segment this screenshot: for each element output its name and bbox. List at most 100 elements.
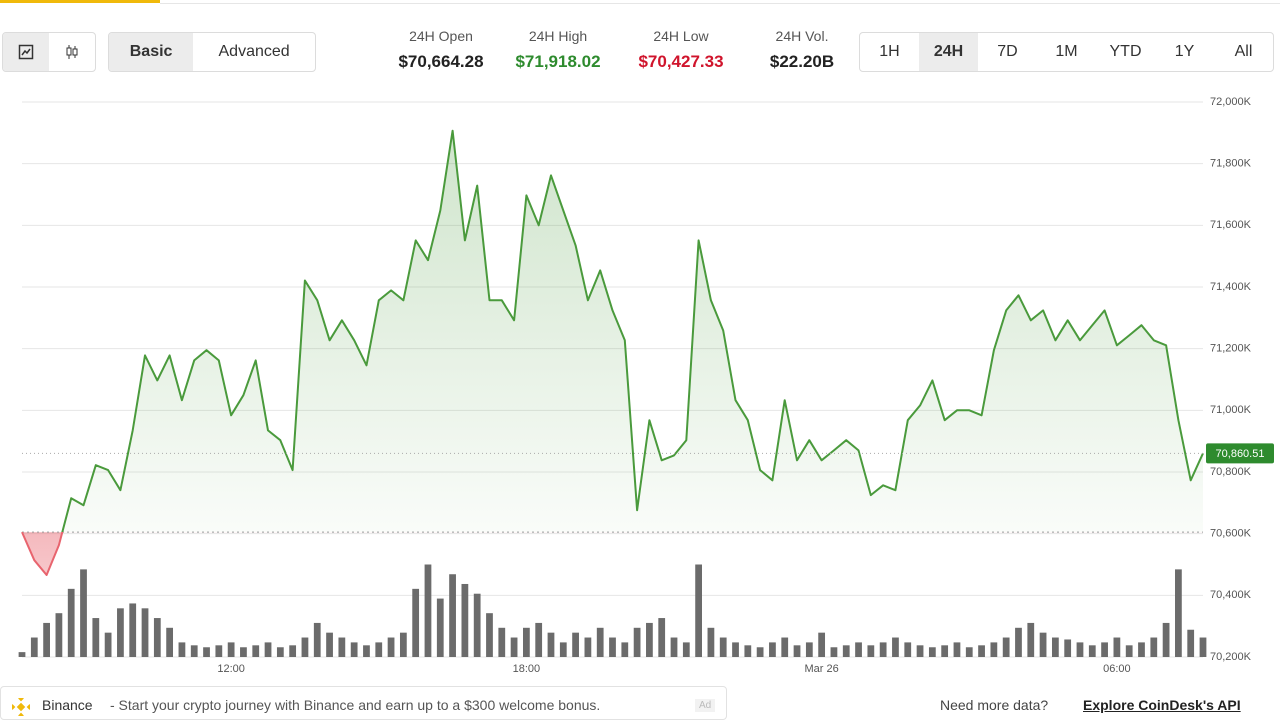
volume-bar bbox=[941, 645, 949, 657]
volume-bar bbox=[399, 632, 407, 657]
volume-bar bbox=[1113, 637, 1121, 657]
volume-bar bbox=[805, 642, 813, 657]
x-tick-label: 18:00 bbox=[513, 663, 541, 675]
volume-bar bbox=[1175, 569, 1182, 657]
x-tick-label: 12:00 bbox=[217, 663, 245, 675]
range-button[interactable]: 1M bbox=[1055, 43, 1078, 60]
volume-bar bbox=[867, 645, 875, 657]
volume-bar bbox=[633, 627, 641, 657]
volume-bar bbox=[609, 637, 616, 657]
y-tick-label: 71,800K bbox=[1210, 158, 1252, 170]
volume-bar bbox=[1187, 629, 1195, 657]
volume-bar bbox=[436, 598, 444, 657]
ad-text: - Start your crypto journey with Binance… bbox=[110, 697, 601, 713]
volume-bar bbox=[375, 642, 383, 657]
volume-bar bbox=[1064, 639, 1072, 657]
range-button[interactable]: 1Y bbox=[1174, 43, 1195, 60]
chart-type-toggle bbox=[2, 32, 96, 72]
volume-bar bbox=[769, 642, 776, 657]
x-tick-label: 06:00 bbox=[1103, 663, 1131, 675]
volume-bar bbox=[424, 564, 432, 657]
volume-bar bbox=[215, 645, 223, 657]
volume-bar bbox=[473, 593, 481, 657]
volume-bar bbox=[793, 645, 801, 657]
volume-bar bbox=[855, 642, 862, 657]
volume-bar bbox=[670, 637, 678, 657]
volume-bar bbox=[203, 647, 210, 657]
volume-bar bbox=[117, 608, 124, 657]
stat: 24H Vol. $22.20B bbox=[770, 28, 834, 72]
volume-bar bbox=[1125, 645, 1133, 657]
price-area bbox=[22, 130, 1203, 575]
last-price-label: 70,860.51 bbox=[1216, 448, 1265, 460]
y-tick-label: 70,400K bbox=[1210, 589, 1252, 601]
volume-bar bbox=[695, 564, 702, 657]
ad-badge: Ad bbox=[695, 699, 716, 712]
volume-bar bbox=[1076, 642, 1084, 657]
volume-bar bbox=[129, 603, 137, 657]
range-button[interactable]: 24H bbox=[919, 33, 978, 71]
volume-bar bbox=[1199, 637, 1207, 657]
volume-bar bbox=[264, 642, 272, 657]
volume-bar bbox=[240, 647, 247, 657]
volume-bar bbox=[498, 627, 506, 657]
volume-bar bbox=[830, 647, 838, 657]
volume-bar bbox=[141, 608, 149, 657]
volume-bar bbox=[781, 637, 789, 657]
y-tick-label: 70,800K bbox=[1210, 466, 1252, 478]
volume-bar bbox=[818, 632, 826, 657]
top-rule bbox=[160, 3, 1280, 4]
api-link[interactable]: Explore CoinDesk's API bbox=[1083, 697, 1241, 713]
stat-value: $71,918.02 bbox=[515, 52, 601, 71]
volume-bar bbox=[387, 637, 395, 657]
volume-bar bbox=[646, 622, 653, 657]
volume-bar bbox=[43, 622, 50, 657]
volume-bar bbox=[55, 613, 63, 657]
volume-bar bbox=[338, 637, 346, 657]
volume-bar bbox=[289, 645, 297, 657]
volume-bar bbox=[756, 647, 764, 657]
candle-chart-button[interactable] bbox=[49, 33, 95, 71]
volume-bar bbox=[584, 637, 592, 657]
volume-bar bbox=[928, 647, 936, 657]
volume-bar bbox=[363, 645, 370, 657]
range-button[interactable]: 7D bbox=[997, 43, 1018, 60]
volume-bar bbox=[879, 642, 887, 657]
volume-bar bbox=[523, 627, 530, 657]
x-tick-label: Mar 26 bbox=[805, 663, 839, 675]
volume-bar bbox=[510, 637, 518, 657]
y-tick-label: 71,200K bbox=[1210, 343, 1252, 355]
volume-bar bbox=[350, 642, 358, 657]
volume-bar bbox=[227, 642, 235, 657]
y-tick-label: 71,600K bbox=[1210, 219, 1252, 231]
mode-button[interactable]: Basic bbox=[109, 33, 194, 71]
volume-bar bbox=[916, 645, 924, 657]
stat: 24H Low $70,427.33 bbox=[638, 28, 723, 72]
range-button[interactable]: 1H bbox=[879, 43, 900, 60]
volume-bar bbox=[978, 645, 985, 657]
volume-bar bbox=[178, 642, 186, 657]
range-button[interactable]: All bbox=[1234, 43, 1253, 60]
volume-bar bbox=[104, 632, 112, 657]
volume-bar bbox=[486, 613, 493, 657]
volume-bar bbox=[301, 637, 309, 657]
stat-label: 24H Open bbox=[409, 28, 473, 44]
candle-icon bbox=[66, 45, 78, 59]
volume-bar bbox=[1002, 637, 1010, 657]
y-tick-label: 71,400K bbox=[1210, 281, 1252, 293]
volume-bar bbox=[313, 622, 321, 657]
range-button[interactable]: YTD bbox=[1109, 43, 1142, 60]
progress-bar bbox=[0, 0, 160, 3]
volume-bar bbox=[1015, 627, 1022, 657]
y-tick-label: 72,000K bbox=[1210, 96, 1252, 108]
volume-bar bbox=[153, 618, 161, 657]
volume-bar bbox=[166, 627, 174, 657]
volume-bar bbox=[596, 627, 604, 657]
y-tick-label: 70,600K bbox=[1210, 528, 1252, 540]
mode-button[interactable]: Advanced bbox=[218, 43, 290, 60]
line-chart-button[interactable] bbox=[3, 33, 49, 71]
volume-bar bbox=[1088, 645, 1096, 657]
volume-bar bbox=[707, 627, 715, 657]
volume-bar bbox=[30, 637, 38, 657]
